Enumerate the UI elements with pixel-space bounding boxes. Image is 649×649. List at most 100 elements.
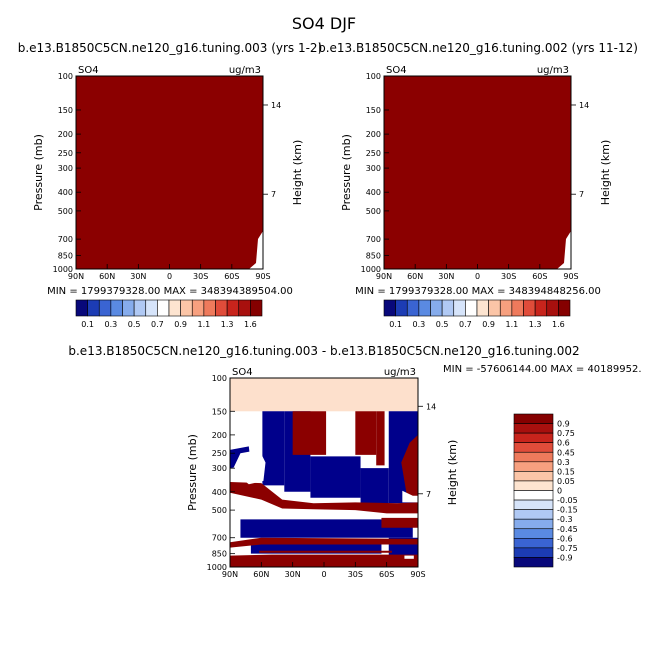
colorbar2-label: 0.3 [413, 320, 426, 329]
panel2-xtick-label: 0 [475, 272, 480, 281]
colorbar2-swatch [418, 299, 431, 317]
panel1-colorbar: 0.1 0.3 0.5 0.7 0.9 1.1 1.3 1.6 [75, 299, 263, 329]
colorbar1-label: 0.5 [128, 320, 141, 329]
colorbar1-label: 1.1 [198, 320, 211, 329]
panel3-xtick-label: 60S [379, 570, 394, 579]
panel1-xtick-label: 60S [224, 272, 239, 281]
colorbar3-label: -0.9 [557, 553, 573, 562]
colorbar1-swatch [87, 299, 100, 317]
colorbar3-label: -0.45 [557, 525, 578, 534]
panel2-title: b.e13.B1850C5CN.ne120_g16.tuning.002 (yr… [318, 41, 638, 55]
field-fill [76, 76, 263, 269]
panel2-minmax: MIN = 1799379328.00 MAX = 348394848256.0… [355, 286, 601, 297]
colorbar2-label: 1.3 [529, 320, 542, 329]
colorbar3-swatch [513, 490, 554, 501]
negative-band [360, 468, 389, 511]
colorbar2-swatch [441, 299, 455, 317]
panel3-ytick-label: 700 [212, 534, 227, 543]
panel3-ytick-label: 500 [212, 506, 227, 515]
colorbar3-swatch [513, 471, 554, 482]
colorbar1-swatch [122, 299, 135, 317]
colorbar3-swatch [513, 557, 554, 568]
panel2-ytick-label: 300 [366, 164, 381, 173]
panel2-ytick-label: 150 [366, 106, 381, 115]
colorbar2-swatch [430, 299, 443, 317]
panel1-units-label: ug/m3 [229, 65, 261, 76]
colorbar3-label: 0.75 [557, 429, 575, 438]
colorbar1-swatch [215, 299, 228, 317]
near-zero-patch [404, 555, 414, 559]
colorbar2-swatch [499, 299, 513, 317]
colorbar1-swatch [133, 299, 147, 317]
colorbar3-label: 0.05 [557, 477, 575, 486]
panel2-y2tick-label: 7 [579, 190, 584, 199]
colorbar1-swatch [145, 299, 158, 317]
panel2-y2tick-label: 14 [579, 101, 589, 110]
colorbar2-swatch [383, 299, 396, 317]
panel1-ytick-label: 1000 [53, 265, 73, 274]
colorbar2-swatch [453, 299, 466, 317]
panel3-ytick-label: 250 [212, 449, 227, 458]
colorbar3-label: 0 [557, 487, 562, 496]
panel1-xtick-label: 30S [193, 272, 208, 281]
panel1-ytick-label: 250 [58, 149, 73, 158]
panel3-title: b.e13.B1850C5CN.ne120_g16.tuning.003 - b… [68, 344, 579, 358]
panel2-ytick-label: 250 [366, 149, 381, 158]
near-zero-patch [232, 449, 266, 485]
panel2-units-label: ug/m3 [537, 65, 569, 76]
colorbar3-label: -0.3 [557, 515, 573, 524]
colorbar3-swatch [513, 413, 554, 424]
colorbar3-swatch [513, 461, 554, 472]
colorbar3-label: -0.15 [557, 506, 578, 515]
panel3-ytick-label: 100 [212, 374, 227, 383]
colorbar1-label: 0.9 [174, 320, 187, 329]
colorbar1-swatch [110, 299, 123, 317]
panel3-y2tick-label: 14 [426, 402, 436, 411]
panel2-colorbar: 0.1 0.3 0.5 0.7 0.9 1.1 1.3 1.6 [383, 299, 571, 329]
panel2-ytick-label: 850 [366, 251, 381, 260]
field-fill [384, 76, 571, 269]
panel1-y2label: Height (km) [291, 140, 304, 206]
panel1-y2tick-label: 14 [271, 101, 281, 110]
panel3-xtick-label: 30N [285, 570, 301, 579]
negative-band [262, 411, 285, 486]
panel3-xtick-label: 30S [348, 570, 363, 579]
panel2-ytick-label: 700 [366, 235, 381, 244]
panel3-xtick-label: 90N [222, 570, 238, 579]
colorbar2-label: 0.5 [436, 320, 449, 329]
panel3-xtick-label: 60N [253, 570, 269, 579]
upper-band [230, 378, 418, 412]
colorbar1-label: 0.1 [81, 320, 94, 329]
colorbar1-swatch [238, 299, 251, 317]
colorbar3-swatch [513, 451, 554, 463]
colorbar2-label: 0.9 [482, 320, 495, 329]
colorbar3-label: 0.9 [557, 420, 570, 429]
surface-gap [249, 231, 263, 269]
colorbar2-label: 0.7 [459, 320, 472, 329]
colorbar3-swatch [513, 432, 554, 443]
panel1-y2tick-label: 7 [271, 190, 276, 199]
panel1-title: b.e13.B1850C5CN.ne120_g16.tuning.003 (yr… [18, 41, 323, 55]
positive-band [292, 411, 327, 455]
panel1-minmax: MIN = 1799379328.00 MAX = 348394389504.0… [47, 286, 293, 297]
panel2-xtick-label: 30N [438, 272, 454, 281]
panel2-xtick-label: 30S [501, 272, 516, 281]
colorbar2-label: 1.1 [506, 320, 519, 329]
colorbar2-swatch [465, 299, 478, 317]
panel2-ytick-label: 100 [366, 72, 381, 81]
colorbar3-swatch [513, 518, 554, 530]
colorbar1-swatch [180, 299, 193, 317]
colorbar1-swatch [226, 299, 240, 317]
panel2-ytick-label: 400 [366, 188, 381, 197]
diff-colorbar: 0.90.750.60.450.30.150.050-0.05-0.15-0.3… [513, 413, 578, 568]
panel2-ytick-label: 500 [366, 207, 381, 216]
panel2-xtick-label: 90N [376, 272, 392, 281]
panel1-xtick-label: 90S [255, 272, 270, 281]
colorbar1-swatch [98, 299, 112, 317]
positive-band [376, 411, 385, 466]
colorbar2-label: 0.1 [389, 320, 402, 329]
near-zero-patch [402, 490, 418, 503]
colorbar2-swatch [523, 299, 536, 317]
